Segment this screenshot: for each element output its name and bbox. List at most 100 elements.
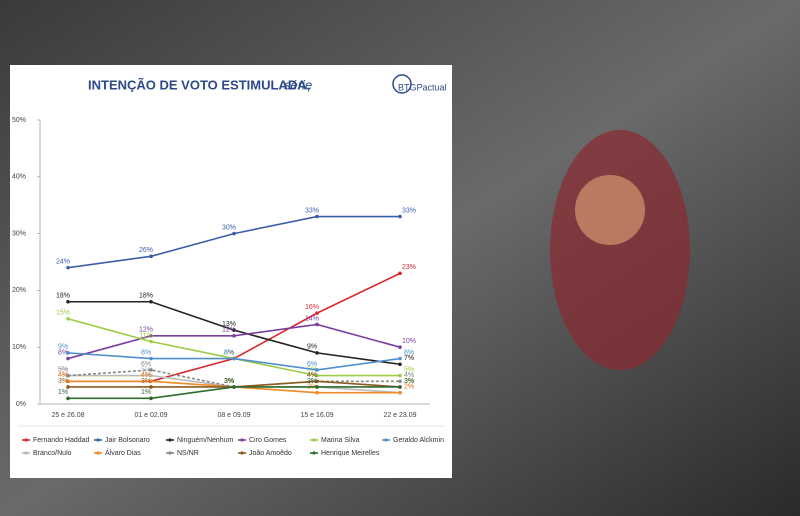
chart-subtitle: série [284, 77, 312, 92]
point [315, 373, 319, 378]
value-label: 10% [402, 338, 416, 345]
y-tick-label: 30% [12, 230, 26, 237]
point [66, 356, 70, 361]
value-label: 26% [139, 247, 153, 254]
point [232, 334, 236, 338]
legend-marker [96, 451, 100, 455]
value-label: 8% [224, 349, 234, 356]
legend-marker [312, 438, 316, 442]
value-label: 8% [141, 349, 151, 356]
point [315, 214, 319, 219]
point [232, 385, 236, 389]
value-label: 33% [305, 207, 319, 214]
value-label: 24% [56, 259, 70, 266]
value-label: 5% [58, 366, 68, 373]
legend-label: Branco/Nulo [33, 450, 72, 457]
point [398, 345, 402, 350]
legend-marker [240, 438, 244, 442]
value-label: 1% [141, 389, 151, 396]
point [232, 231, 236, 236]
x-tick-label: 01 e 02.09 [134, 412, 167, 419]
point [398, 271, 402, 276]
legend-marker [24, 438, 28, 442]
point [149, 379, 153, 384]
x-tick-label: 22 e 23.09 [383, 412, 416, 419]
x-tick-label: 15 e 16.09 [300, 412, 333, 419]
legend-label: Geraldo Alckmin [393, 437, 444, 444]
legend-marker [96, 438, 100, 442]
value-label: 6% [307, 361, 317, 368]
y-tick-label: 50% [12, 117, 26, 124]
point [149, 385, 153, 389]
value-label: 3% [224, 378, 234, 385]
value-label: 3% [307, 378, 317, 385]
legend-label: Jair Bolsonaro [105, 437, 150, 444]
y-tick-label: 10% [12, 344, 26, 351]
value-label: 14% [305, 315, 319, 322]
point [66, 396, 70, 401]
value-label: 12% [222, 327, 236, 334]
value-label: 3% [224, 378, 234, 385]
point [398, 373, 402, 378]
value-label: 8% [224, 349, 234, 356]
point [232, 328, 236, 332]
legend-label: NS/NR [177, 450, 199, 457]
value-label: 3% [404, 378, 414, 385]
value-label: 3% [404, 378, 414, 385]
point [398, 214, 402, 219]
legend-marker [24, 451, 28, 455]
value-label: 8% [404, 349, 414, 356]
value-label: 3% [224, 378, 234, 385]
point [149, 334, 153, 338]
point [315, 390, 319, 395]
value-label: 11% [139, 332, 153, 339]
legend-label: Álvaro Dias [105, 448, 141, 457]
value-label: 18% [139, 293, 153, 300]
value-label: 4% [307, 372, 317, 379]
point [315, 385, 319, 389]
value-label: 8% [224, 349, 234, 356]
value-label: 5% [58, 366, 68, 373]
legend-marker [168, 438, 172, 442]
point [315, 311, 319, 315]
value-label: 8% [58, 349, 68, 356]
value-label: 1% [58, 389, 68, 396]
point [66, 351, 70, 355]
legend-marker [240, 451, 244, 455]
point [232, 356, 236, 361]
point [149, 373, 153, 378]
point [149, 396, 153, 401]
y-tick-label: 0% [16, 401, 26, 408]
point [149, 368, 153, 372]
legend-label: Ciro Gomes [249, 437, 287, 444]
value-label: 18% [56, 293, 70, 300]
y-tick-label: 20% [12, 287, 26, 294]
value-label: 30% [222, 224, 236, 231]
legend-label: Henrique Meirelles [321, 450, 380, 457]
photo-face [575, 175, 645, 245]
point [315, 379, 319, 384]
logo-icon [392, 74, 412, 94]
value-label: 3% [224, 378, 234, 385]
point [398, 385, 402, 389]
legend-label: Fernando Haddad [33, 437, 90, 444]
value-label: 3% [224, 378, 234, 385]
value-label: 15% [56, 310, 70, 317]
value-label: 3% [141, 378, 151, 385]
value-label: 4% [404, 372, 414, 379]
legend-marker [168, 451, 172, 455]
logo: BTGPactual [398, 82, 447, 92]
value-label: 33% [402, 207, 416, 214]
legend-label: Ninguém/Nenhum [177, 437, 234, 444]
point [315, 322, 319, 327]
point [149, 254, 153, 259]
value-label: 16% [305, 304, 319, 311]
chart-title: INTENÇÃO DE VOTO ESTIMULADA, [88, 77, 310, 92]
point [398, 379, 402, 384]
x-tick-label: 25 e 26.08 [51, 412, 84, 419]
point [398, 356, 402, 361]
value-label: 2% [404, 383, 414, 390]
chart-panel [10, 65, 452, 478]
point [315, 351, 319, 355]
